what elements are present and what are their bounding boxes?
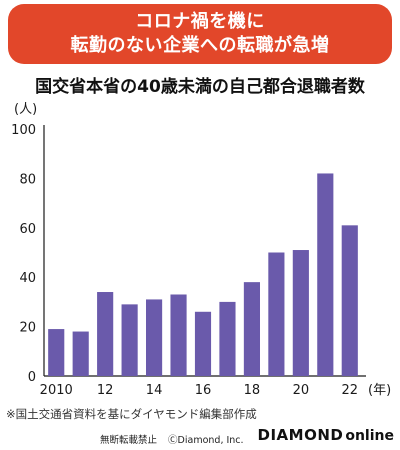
bar-2010: [48, 329, 65, 376]
y-tick-label: 20: [19, 321, 36, 336]
bar-14: [146, 299, 163, 376]
diamond-online-logo: DIAMOND online: [258, 425, 394, 444]
y-axis-label: (人): [14, 102, 37, 117]
y-tick-label: 40: [19, 271, 36, 286]
source-note: ※国土交通省資料を基にダイヤモンド編集部作成: [6, 407, 257, 421]
bar-21: [317, 173, 334, 376]
headline-line-2: 転勤のない企業への転職が急増: [70, 35, 330, 56]
bar-13: [121, 304, 138, 376]
footer: 無断転載禁止 ⒸDiamond, Inc.: [100, 432, 252, 446]
bar-15: [170, 294, 187, 376]
y-tick-label: 0: [28, 370, 36, 385]
logo-diamond: DIAMOND: [257, 426, 344, 444]
x-tick-label: 22: [341, 383, 358, 398]
copyright: ⒸDiamond, Inc.: [168, 435, 244, 446]
no-reprint-notice: 無断転載禁止: [100, 435, 158, 446]
x-tick-label: 12: [97, 383, 114, 398]
logo-online: online: [345, 428, 394, 444]
y-tick-label: 60: [19, 222, 36, 237]
x-tick-label: 14: [146, 383, 163, 398]
bar-19: [268, 252, 285, 376]
chart-title: 国交省本省の40歳未満の自己都合退職者数: [35, 77, 365, 97]
x-axis-label: (年): [368, 383, 391, 398]
bar-17: [219, 301, 236, 376]
headline-line-1: コロナ禍を機に: [135, 11, 265, 32]
bar-16: [194, 311, 212, 376]
x-tick-label: 18: [244, 383, 261, 398]
bar-11: [72, 331, 89, 376]
headline-banner: コロナ禍を機に 転勤のない企業への転職が急増: [8, 4, 392, 64]
bar-18: [243, 282, 260, 376]
y-tick-label: 80: [19, 172, 36, 187]
bar-12: [97, 292, 114, 376]
bar-22: [341, 225, 358, 376]
x-tick-label: 20: [293, 383, 310, 398]
x-tick-label: 16: [195, 383, 212, 398]
bar-20: [292, 250, 309, 376]
x-tick-label: 2010: [40, 383, 73, 398]
y-tick-label: 100: [11, 123, 36, 138]
